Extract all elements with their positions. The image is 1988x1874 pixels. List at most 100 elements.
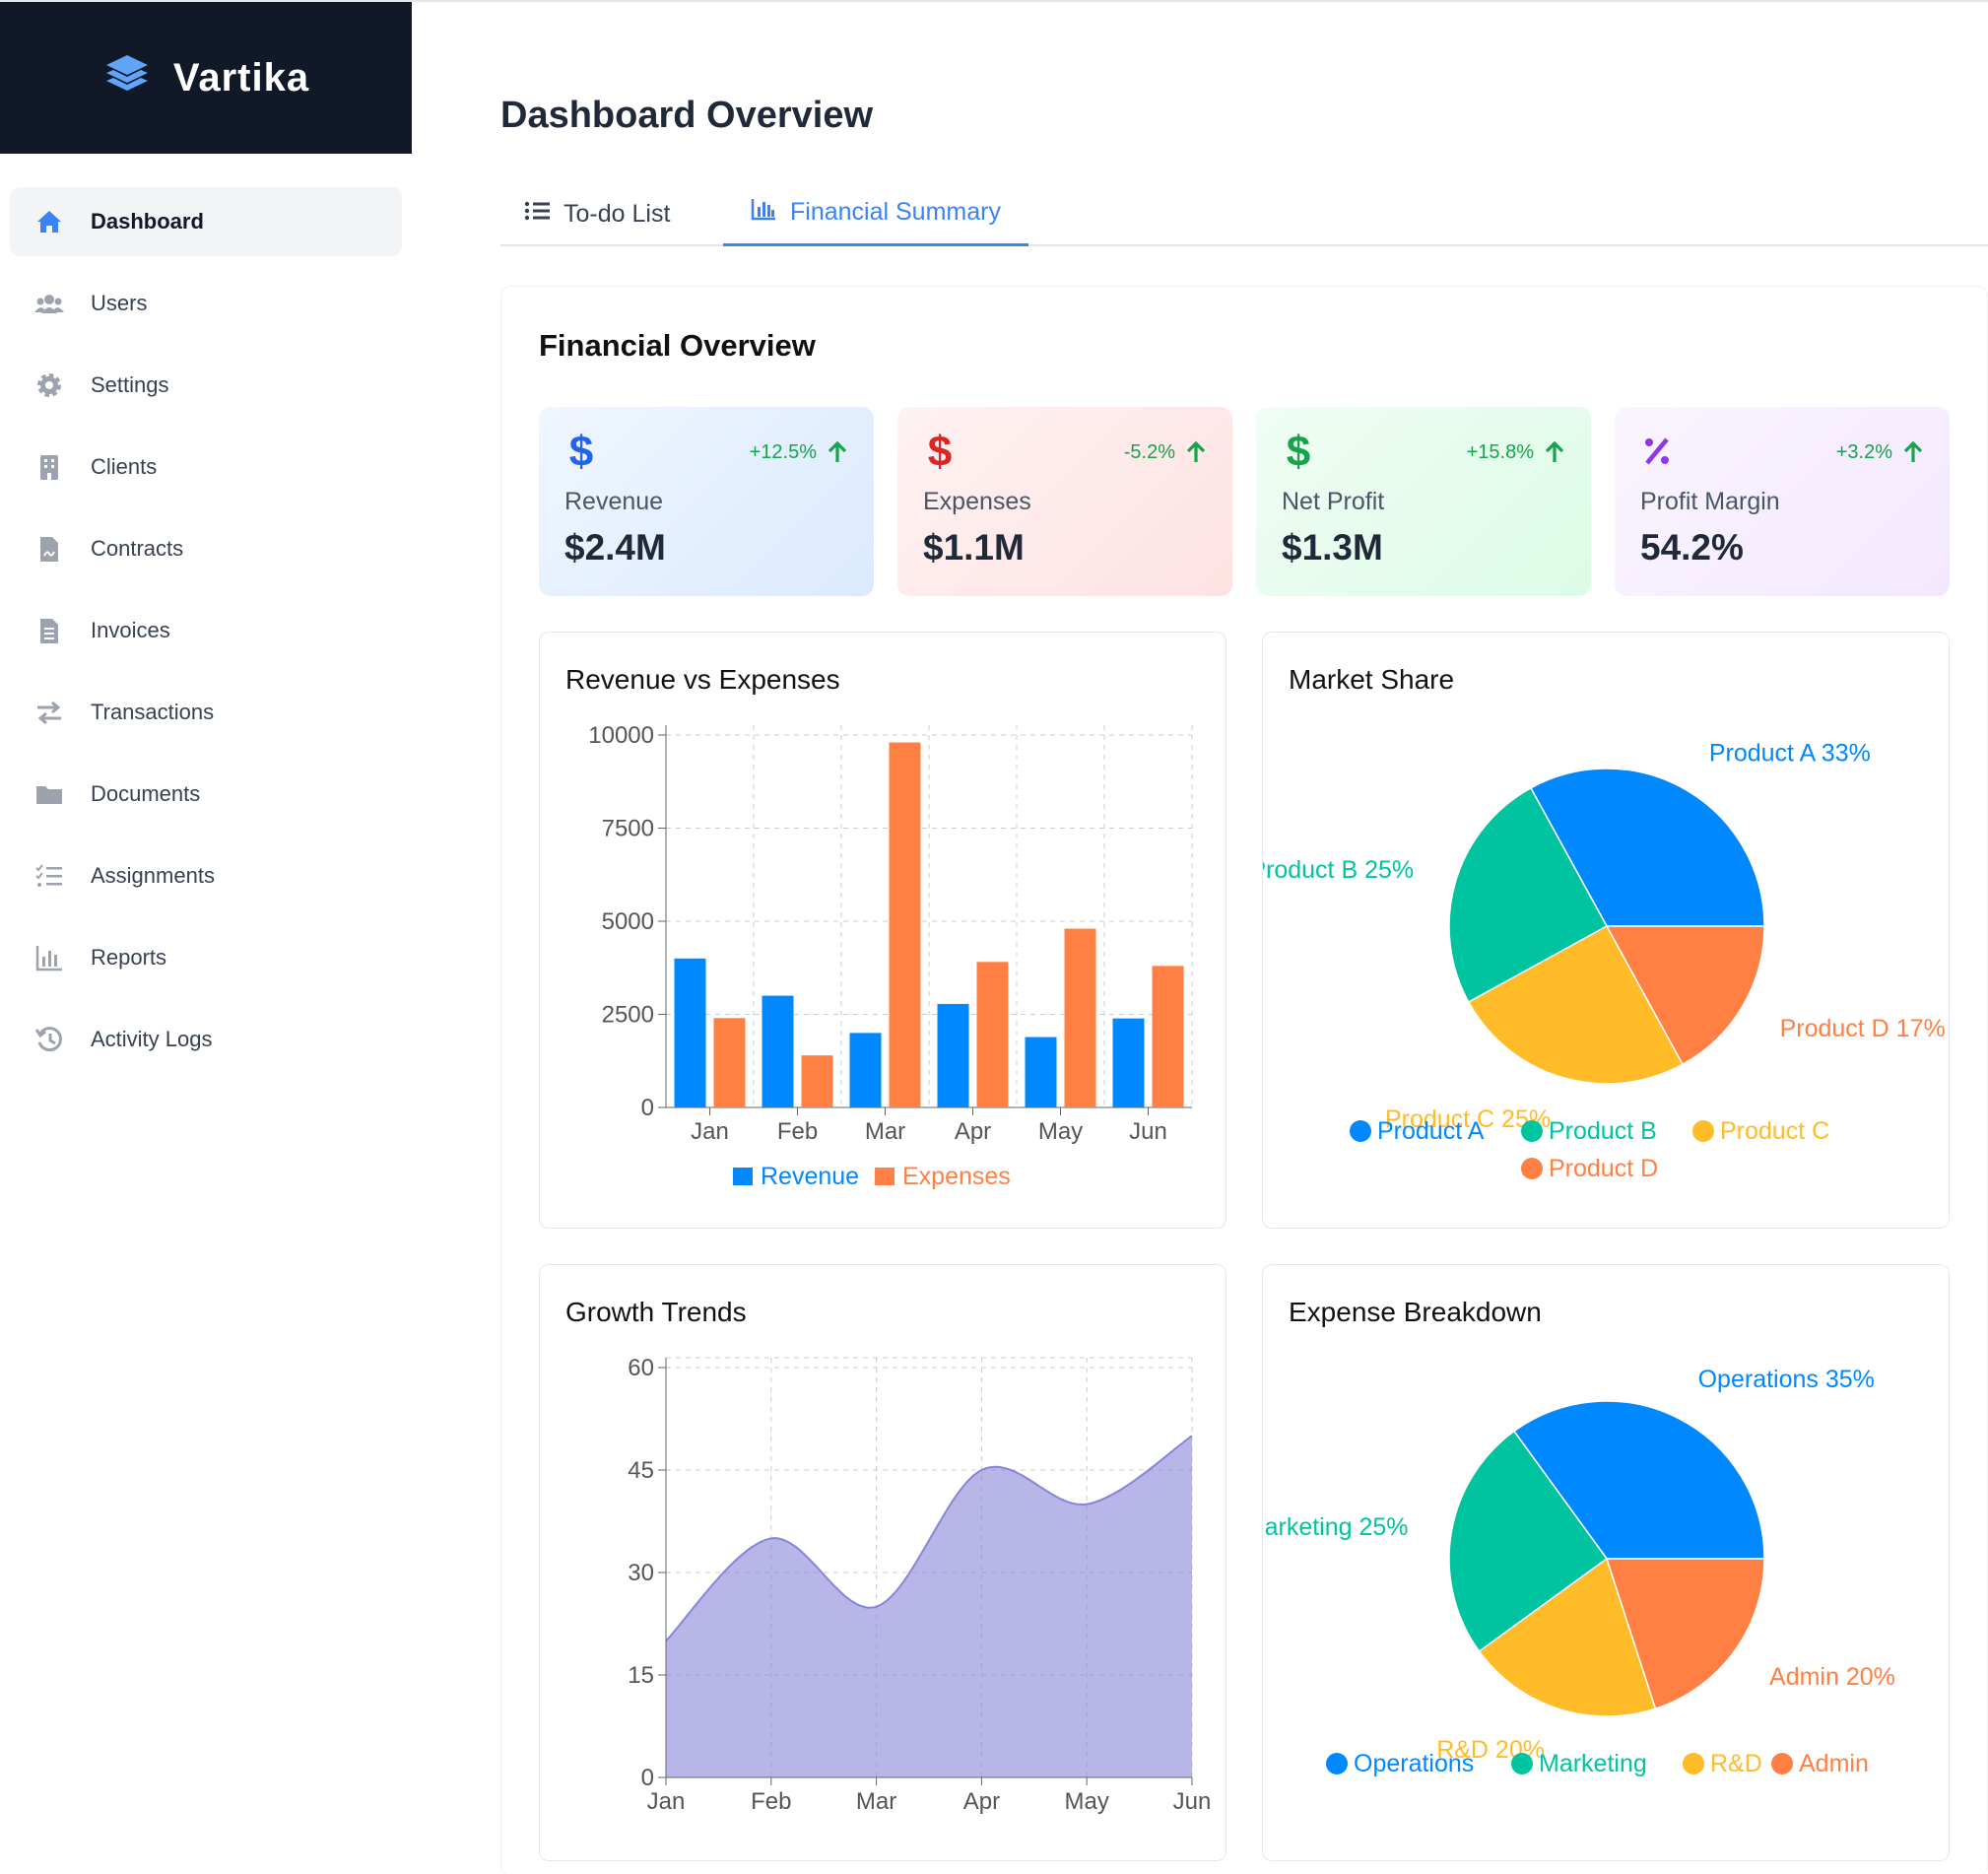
bar-revenue	[674, 958, 706, 1107]
main-content: Dashboard Overview To-do List Financial …	[500, 2, 1988, 1874]
sidebar-item-invoices[interactable]: Invoices	[10, 596, 402, 665]
growth-line	[665, 1435, 1193, 1642]
x-tick-label: Apr	[963, 1788, 1000, 1815]
sidebar-item-label: Assignments	[91, 863, 215, 888]
legend-marker	[1521, 1158, 1543, 1179]
dollar-icon: $	[923, 428, 957, 476]
stat-label: Profit Margin	[1640, 488, 1780, 515]
sidebar-item-documents[interactable]: Documents	[10, 760, 402, 829]
chart-title: Expense Breakdown	[1289, 1297, 1542, 1327]
chart-title: Growth Trends	[565, 1297, 747, 1327]
sidebar-item-contracts[interactable]: Contracts	[10, 514, 402, 583]
sidebar-item-users[interactable]: Users	[10, 269, 402, 338]
pie-slice-label: Admin 20%	[1769, 1663, 1895, 1691]
bar-expenses	[801, 1055, 833, 1107]
page-title: Dashboard Overview	[500, 95, 874, 136]
contract-icon	[33, 533, 65, 565]
sidebar-item-transactions[interactable]: Transactions	[10, 678, 402, 747]
x-tick-label: Feb	[777, 1118, 818, 1145]
building-icon	[33, 451, 65, 483]
x-tick-label: May	[1065, 1788, 1109, 1815]
sidebar-item-label: Users	[91, 291, 148, 315]
pie-slice-marketing	[1448, 1430, 1609, 1653]
pie-slice-admin	[1605, 1558, 1765, 1710]
tab-bar: To-do List Financial Summary	[500, 181, 1988, 246]
stat-card-net-profit[interactable]: $ +15.8% Net Profit $1.3M	[1256, 407, 1591, 596]
legend-marker	[1350, 1120, 1371, 1142]
growth-trends-chart: 0 15 30 45 60 Jan Feb Mar Apr May Jun	[628, 1355, 1212, 1815]
arrow-up-icon	[828, 440, 847, 462]
stat-value: $1.3M	[1282, 527, 1383, 568]
stat-value: $1.1M	[923, 527, 1025, 568]
revenue-expenses-card: 0 2500 5000 7500 10000 Jan Feb Mar Apr May Jun Reve…	[539, 632, 1226, 1229]
sidebar-item-assignments[interactable]: Assignments	[10, 841, 402, 910]
sidebar-item-reports[interactable]: Reports	[10, 923, 402, 992]
legend-label: Product B	[1549, 1117, 1657, 1145]
y-tick-label: 0	[641, 1095, 654, 1121]
stat-label: Revenue	[564, 488, 664, 515]
legend-label: Revenue	[761, 1163, 859, 1190]
legend-label: Product A	[1377, 1117, 1485, 1145]
gear-icon	[33, 369, 65, 401]
sidebar-item-activity-logs[interactable]: Activity Logs	[10, 1005, 402, 1074]
tab-todo-list[interactable]: To-do List	[524, 181, 670, 246]
legend-label: Operations	[1354, 1750, 1474, 1777]
list-icon	[524, 199, 550, 230]
pie-slice-product-c	[1467, 924, 1685, 1085]
x-tick-label: Jun	[1173, 1788, 1212, 1815]
y-tick-label: 15	[628, 1662, 654, 1689]
brand[interactable]: Vartika	[0, 2, 412, 154]
stat-card-expenses[interactable]: $ -5.2% Expenses $1.1M	[897, 407, 1232, 596]
sidebar: Vartika Dashboard Users Settings Clients…	[0, 2, 412, 1874]
stat-label: Net Profit	[1282, 488, 1385, 515]
legend-marker	[1511, 1753, 1533, 1774]
checklist-icon	[33, 860, 65, 892]
expense-breakdown-chart: Operations 35%Marketing 25%R&D 20%Admin …	[1263, 1366, 1895, 1777]
sidebar-item-dashboard[interactable]: Dashboard	[10, 187, 402, 256]
tab-financial-summary[interactable]: Financial Summary	[723, 181, 1028, 246]
brand-name: Vartika	[172, 55, 310, 100]
legend-label: R&D	[1710, 1750, 1762, 1777]
growth-area	[666, 1436, 1192, 1777]
x-tick-label: Feb	[751, 1788, 791, 1815]
stat-card-profit-margin[interactable]: +3.2% Profit Margin 54.2%	[1615, 407, 1950, 596]
sidebar-item-label: Settings	[91, 372, 169, 397]
bar-revenue	[1025, 1037, 1057, 1107]
pie-slice-r-d	[1478, 1557, 1657, 1717]
stat-card-revenue[interactable]: $ +12.5% Revenue $2.4M	[539, 407, 874, 596]
bar-revenue	[937, 1003, 969, 1107]
x-tick-label: Mar	[865, 1118, 905, 1145]
legend-label: Product C	[1720, 1117, 1829, 1145]
sidebar-nav: Dashboard Users Settings Clients Contrac…	[0, 154, 412, 1074]
market-share-chart: Product A 33%Product B 25%Product C 25%P…	[1263, 739, 1946, 1182]
chart-title: Market Share	[1289, 664, 1455, 695]
pie-slice-label: Operations 35%	[1698, 1366, 1875, 1393]
bar-expenses	[1152, 966, 1184, 1107]
legend-label: Marketing	[1539, 1750, 1647, 1777]
revenue-expenses-chart: 0 2500 5000 7500 10000 Jan Feb Mar Apr May Jun Reve…	[588, 722, 1193, 1190]
bar-chart-icon	[33, 942, 65, 973]
bar-revenue	[1112, 1018, 1145, 1107]
bar-expenses	[1064, 928, 1096, 1107]
y-tick-label: 60	[628, 1355, 654, 1381]
svg-text:$: $	[928, 429, 952, 474]
pie-slice-label: Product B 25%	[1263, 856, 1414, 884]
bar-revenue	[849, 1033, 882, 1107]
x-tick-label: Jun	[1129, 1118, 1167, 1145]
bar-expenses	[713, 1018, 746, 1107]
change-indicator: +3.2%	[1836, 440, 1924, 464]
x-tick-label: Mar	[856, 1788, 896, 1815]
sidebar-item-label: Clients	[91, 454, 158, 479]
legend-marker	[1683, 1753, 1704, 1774]
pie-slice-product-d	[1605, 925, 1765, 1066]
tab-label: To-do List	[563, 199, 671, 228]
change-indicator: +12.5%	[750, 440, 848, 464]
stat-value: $2.4M	[564, 527, 666, 568]
dollar-icon: $	[1282, 428, 1315, 476]
legend-swatch	[733, 1168, 753, 1185]
sidebar-item-clients[interactable]: Clients	[10, 433, 402, 502]
legend-swatch	[875, 1168, 895, 1185]
change-value: +15.8%	[1466, 440, 1534, 463]
pie-slice-product-b	[1448, 786, 1609, 1004]
sidebar-item-settings[interactable]: Settings	[10, 351, 402, 420]
